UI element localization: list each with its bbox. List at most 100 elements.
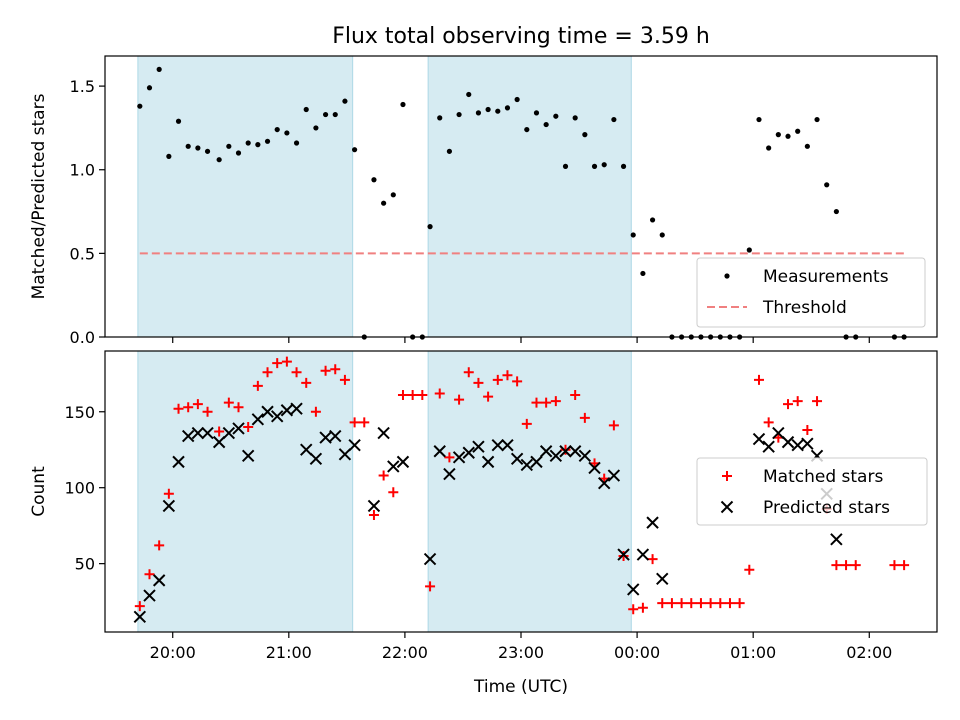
predicted-star-point (830, 533, 843, 546)
predicted-star-point (300, 443, 313, 456)
measurement-point (640, 270, 646, 277)
y-tick-label: 1.5 (70, 77, 95, 96)
matched-star-point (841, 560, 852, 571)
predicted-star-point (752, 432, 766, 446)
legend-label: Predicted stars (763, 498, 890, 518)
measurement-point (485, 106, 491, 113)
legend-label: Measurements (763, 267, 889, 287)
measurement-point (766, 145, 772, 151)
measurement-point (303, 106, 309, 113)
matched-star-point (802, 424, 813, 435)
y-tick-label: 150 (64, 403, 95, 422)
legend-box (696, 257, 926, 328)
predicted-star-point (801, 437, 814, 450)
top-panel-observing-windows (137, 55, 632, 338)
predicted-star-point (433, 445, 446, 458)
matched-star-point (359, 417, 370, 428)
predicted-star-point (607, 469, 621, 482)
predicted-star-point (462, 446, 475, 459)
measurement-point (245, 140, 251, 146)
predicted-star-point (501, 438, 514, 452)
measurement-point (274, 126, 280, 133)
predicted-star-point (222, 426, 236, 440)
matched-star-point (628, 604, 639, 615)
matched-star-point (560, 444, 571, 455)
x-tick-label: 01:00 (730, 643, 776, 662)
predicted-star-point (627, 583, 640, 596)
predicted-star-point (162, 499, 176, 513)
measurement-point (371, 177, 377, 183)
matched-star-point (531, 397, 542, 408)
measurement-point (724, 273, 730, 279)
predicted-star-point (781, 435, 795, 449)
matched-star-point (570, 390, 581, 401)
y-tick-label: 100 (64, 479, 95, 498)
matched-star-point (301, 377, 312, 388)
predicted-star-point (290, 402, 303, 415)
predicted-star-point (396, 455, 410, 469)
matched-star-point (722, 471, 732, 481)
measurement-point (381, 200, 387, 206)
matched-star-point (262, 367, 273, 378)
y-tick-label: 50 (75, 555, 95, 574)
measurement-point (185, 143, 191, 149)
matched-star-point (202, 406, 213, 417)
matched-star-point (434, 388, 445, 399)
matched-star-point (705, 598, 716, 609)
matched-star-point (272, 358, 283, 369)
predicted-star-point (559, 445, 572, 458)
predicted-star-point (280, 404, 294, 417)
matched-star-point (407, 390, 418, 401)
predicted-star-point (588, 461, 601, 475)
predicted-star-point (133, 610, 147, 624)
matched-star-point (192, 399, 203, 410)
measurement-point (146, 85, 153, 91)
matched-star-point (473, 377, 484, 388)
matched-star-point (310, 406, 321, 417)
top-panel-legend: Measurements Threshold (696, 257, 926, 328)
predicted-star-point (539, 445, 553, 458)
matched-star-point (214, 426, 225, 437)
measurement-point (204, 148, 211, 154)
matched-star-point (163, 488, 174, 499)
legend-symbol (720, 500, 734, 514)
predicted-star-point (452, 451, 466, 464)
measurement-point (746, 247, 752, 253)
matched-star-point (521, 418, 532, 429)
measurement-point (775, 132, 781, 138)
predicted-star-point (520, 458, 534, 472)
predicted-star-point (578, 449, 592, 463)
matched-star-point (291, 367, 302, 378)
measurement-point (195, 145, 201, 151)
measurement-point (175, 118, 182, 124)
predicted-star-point (549, 449, 563, 463)
predicted-star-point (443, 467, 456, 481)
x-tick-label: 02:00 (846, 643, 892, 662)
matched-star-point (483, 391, 494, 402)
predicted-star-point (772, 426, 785, 440)
matched-star-point (676, 598, 687, 609)
matched-star-point (154, 540, 165, 551)
matched-star-point (541, 397, 552, 408)
measurement-point (322, 111, 329, 118)
top-panel-marks (137, 66, 907, 340)
matched-star-point (378, 470, 389, 481)
measurement-point (543, 121, 549, 128)
measurement-point (137, 103, 143, 109)
matched-star-point (320, 365, 331, 376)
matched-star-point (724, 598, 735, 609)
series-measurements (137, 66, 907, 340)
matched-star-point (657, 598, 668, 609)
predicted-star-point (270, 410, 284, 423)
measurement-point (342, 98, 348, 104)
matched-star-point (233, 402, 244, 413)
matched-star-point (734, 598, 745, 609)
x-tick-label: 00:00 (614, 643, 660, 662)
measurement-point (814, 116, 820, 123)
measurement-point (226, 143, 232, 149)
predicted-star-point (377, 426, 390, 440)
predicted-star-point (423, 552, 437, 566)
measurement-point (475, 110, 482, 116)
predicted-star-point (241, 449, 255, 463)
